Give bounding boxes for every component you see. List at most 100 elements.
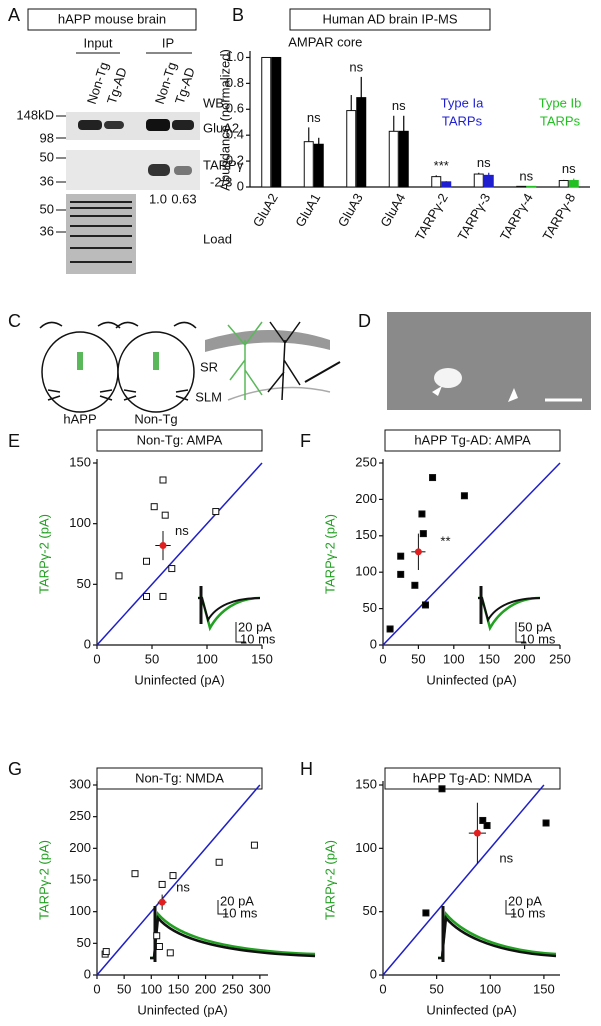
neuron [227,321,263,400]
group-label: Type Ib [539,95,582,110]
point [143,592,150,600]
significance: ns [499,851,513,866]
x-tick-label: 0 [379,981,386,996]
diagram-panel [39,321,341,413]
bar [558,180,569,188]
layer-label: SR [200,359,218,374]
panel-label: C [8,311,21,331]
y-tick-label: 200 [69,840,91,855]
bar [431,176,442,188]
point [158,880,166,888]
injection [153,352,159,370]
band [174,166,192,175]
mouse-label: hAPP [63,411,96,426]
y-tick-label: 0.2 [226,153,244,168]
y-tick-label: 150 [355,527,377,542]
point [419,530,427,538]
y-tick-label: 0 [370,966,377,981]
point [168,565,176,573]
band [104,121,124,129]
cell-layer [205,330,330,352]
ear [39,321,121,329]
panel-label: H [300,759,313,779]
mean-point [159,542,167,550]
wb-label: WB: [203,95,228,110]
significance: ns [562,161,576,176]
trace [438,910,557,960]
mean-point [158,898,166,906]
point [250,841,258,849]
y-tick-label: 100 [69,903,91,918]
chart-title: Non-Tg: AMPA [137,432,223,447]
point [166,949,174,957]
x-axis-label: Uninfected (pA) [134,672,224,687]
point [479,816,487,824]
x-tick-label: 250 [549,651,571,666]
band [172,120,194,130]
bar [483,174,494,188]
panel-label: D [358,311,371,331]
significance: ns [175,523,189,538]
load-bands [70,201,132,263]
trace [478,597,541,623]
scale-label: 10 ms [510,905,546,920]
x-tick-label: 0 [93,981,100,996]
arrowhead [432,386,518,402]
point [159,592,167,600]
y-tick-label: 200 [355,491,377,506]
cell [434,368,462,388]
x-tick-label: 100 [443,651,465,666]
chart-title: Human AD brain IP-MS [322,11,457,26]
x-tick-label: 150 [478,651,500,666]
y-tick-label: 0 [84,966,91,981]
bar [516,185,527,188]
point [131,870,139,878]
y-tick-label: 0.4 [226,127,244,142]
y-axis-label: TARPγ-2 (pA) [36,514,51,594]
point [212,508,220,516]
y-axis-label: TARPγ-2 (pA) [322,514,337,594]
band [148,164,170,176]
mean-point [414,548,422,556]
scale-label: 20 pA [508,893,542,908]
identity-line [382,462,561,646]
title-box [27,8,197,31]
blot-panel: hAPP mouse brain Input IP Non-Tg Tg-AD N… [16,8,244,274]
x-tick-label: 50 [429,981,443,996]
point [155,943,163,950]
point [418,510,426,518]
fissure [227,386,331,401]
point [429,474,437,482]
band [146,119,170,131]
trace [150,914,316,960]
bar [346,110,357,188]
marker-label: 148kD [16,107,54,122]
significance: ns [519,169,533,184]
group-label: IP [162,35,174,50]
bar [356,97,367,188]
y-axis-label: Abundance (normalized) [217,49,232,191]
electrode [304,361,341,383]
ear [115,321,197,329]
point [411,581,419,589]
panel-label: E [8,431,20,451]
band-label: TARPγ [203,157,244,172]
x-tick-label: 200 [514,651,536,666]
point [150,503,158,511]
band [78,120,102,130]
group-label: Type Ia [441,95,484,110]
y-tick-label: 50 [363,600,377,615]
group-label: TARPs [540,113,581,128]
scale-bar [235,622,246,643]
x-tick-label: 150 [168,981,190,996]
y-tick-label: 1.0 [226,49,244,64]
x-axis-label: Uninfected (pA) [137,1002,227,1017]
micrograph [387,312,591,410]
significance: ns [349,59,363,74]
point [438,785,446,793]
identity-line [96,784,261,976]
x-tick-label: 150 [533,981,555,996]
x-tick-label: 100 [196,651,218,666]
x-tick-label: 250 [222,981,244,996]
identity-line [96,462,263,646]
